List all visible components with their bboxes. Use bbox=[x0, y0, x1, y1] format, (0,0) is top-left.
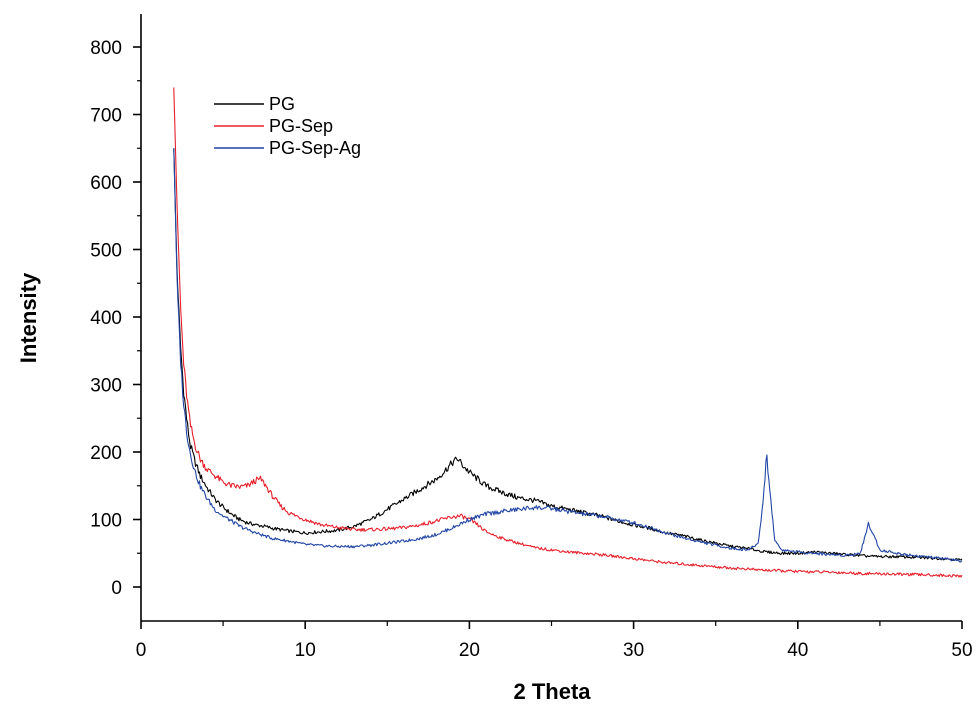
x-tick-label: 40 bbox=[787, 640, 808, 661]
x-tick-label: 10 bbox=[295, 640, 316, 661]
legend-label: PG bbox=[269, 94, 295, 114]
series-line-pg-sep-ag bbox=[173, 148, 963, 563]
y-tick-label: 700 bbox=[90, 106, 122, 127]
y-tick-label: 600 bbox=[90, 173, 122, 194]
y-tick-label: 500 bbox=[90, 241, 122, 262]
y-tick-label: 100 bbox=[90, 511, 122, 532]
y-tick-label: 200 bbox=[90, 443, 122, 464]
y-axis-title: Intensity bbox=[16, 272, 41, 363]
legend-label: PG-Sep bbox=[269, 116, 333, 136]
x-tick-label: 50 bbox=[951, 640, 972, 661]
x-tick-label: 20 bbox=[459, 640, 480, 661]
y-tick-label: 800 bbox=[90, 38, 122, 59]
x-tick-label: 30 bbox=[623, 640, 644, 661]
x-tick-label: 0 bbox=[136, 640, 147, 661]
series-line-pg bbox=[173, 148, 963, 562]
y-tick-label: 400 bbox=[90, 308, 122, 329]
y-tick-label: 300 bbox=[90, 376, 122, 397]
legend-label: PG-Sep-Ag bbox=[269, 138, 361, 158]
axes-layer bbox=[140, 14, 962, 622]
series-line-pg-sep bbox=[173, 87, 963, 578]
ticks-layer: 0 100 200 300 400 500 600 700 800 0 10 20 30 40 50 bbox=[90, 38, 972, 661]
y-tick-label: 0 bbox=[111, 578, 122, 599]
x-axis-title: 2 Theta bbox=[513, 679, 591, 704]
series-layer bbox=[173, 87, 963, 578]
